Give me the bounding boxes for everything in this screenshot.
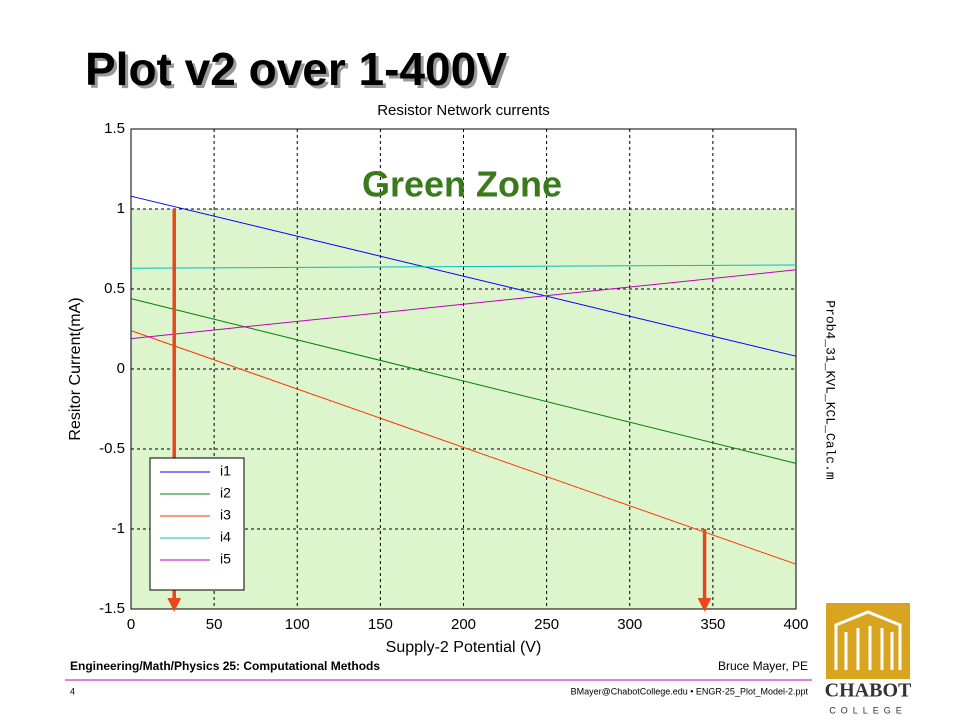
y-axis-label: Resitor Current(mA) — [67, 297, 84, 440]
x-tick-label: 400 — [783, 616, 808, 633]
legend-label: i5 — [220, 551, 231, 567]
series-line — [130, 264, 797, 269]
title-shadow: Plot v2 over 1-400V — [88, 46, 510, 98]
x-tick-label: 300 — [617, 616, 642, 633]
x-tick-label: 200 — [451, 616, 476, 633]
y-tick-label: -1.5 — [99, 600, 125, 617]
x-tick-label: 0 — [127, 616, 135, 633]
y-tick-label: -0.5 — [99, 440, 125, 457]
footer-right: Bruce Mayer, PE — [718, 659, 808, 673]
x-tick-label: 50 — [206, 616, 223, 633]
footer-left: Engineering/Math/Physics 25: Computation… — [70, 659, 380, 673]
page-number: 4 — [70, 686, 75, 696]
legend-box — [149, 457, 245, 591]
logo-text: CHABOT — [825, 680, 912, 702]
chart-title: Resistor Network currents — [377, 102, 550, 119]
legend-label: i2 — [220, 485, 231, 501]
side-label: Prob4_31_KVL_KCL_Calc.m — [823, 300, 838, 480]
y-tick-label: 0.5 — [104, 280, 125, 297]
y-tick-label: 1.5 — [104, 120, 125, 137]
zone-label: Green Zone — [362, 164, 562, 205]
legend-label: i4 — [220, 529, 231, 545]
x-tick-label: 350 — [700, 616, 725, 633]
y-tick-label: 1 — [117, 200, 125, 217]
series-line — [130, 298, 797, 464]
legend-label: i1 — [220, 463, 231, 479]
logo-sub: COLLEGE — [829, 705, 907, 715]
series-line — [130, 330, 797, 565]
logo-box — [826, 603, 910, 679]
slide-title: Plot v2 over 1-400V — [85, 43, 507, 95]
series-line — [130, 269, 797, 340]
footer-email: BMayer@ChabotCollege.edu • ENGR-25_Plot_… — [571, 686, 809, 696]
plot-frame — [130, 128, 797, 610]
series-line — [130, 195, 797, 357]
logo: CHABOT COLLEGE — [825, 603, 912, 715]
x-tick-label: 150 — [368, 616, 393, 633]
legend-label: i3 — [220, 507, 231, 523]
y-tick-label: 0 — [117, 360, 125, 377]
x-tick-label: 100 — [285, 616, 310, 633]
y-tick-label: -1 — [112, 520, 125, 537]
x-axis-label: Supply-2 Potential (V) — [386, 639, 542, 656]
logo-art — [834, 610, 902, 670]
x-tick-label: 250 — [534, 616, 559, 633]
